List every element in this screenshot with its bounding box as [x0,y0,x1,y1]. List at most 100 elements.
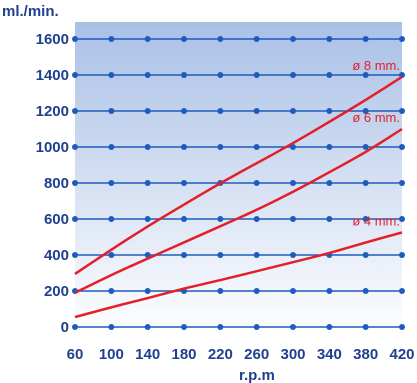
grid-dot [253,216,260,222]
grid-dot [362,324,369,330]
x-tick-label: 100 [99,346,124,363]
grid-dot [399,36,405,42]
grid-dot [326,324,333,330]
grid-dot [253,144,260,150]
grid-dot [217,252,224,258]
grid-dot [399,216,405,222]
tick-labels: 0 200 400 600 800 1000 1200 1400 1600 60 100 140 180… [36,31,415,363]
x-tick-label: 420 [389,346,414,363]
grid-dot [290,288,296,294]
grid-dot [326,216,333,222]
grid-dot [399,144,405,150]
grid-dot [326,36,333,42]
grid-dot [253,72,260,78]
grid-dot [217,108,224,114]
grid-dot [108,72,115,78]
grid-dot [362,288,369,294]
grid-dot [290,252,296,258]
grid-dot [108,108,115,114]
grid-dot [326,144,333,150]
grid-dot [362,252,369,258]
y-axis-title: ml./min. [2,3,59,20]
grid-dot [144,216,151,222]
grid-dot [362,108,369,114]
grid-dot [181,144,187,150]
grid-dot [72,324,78,330]
grid-dot [72,180,78,186]
series-label-2: ø 4 mm. [352,214,400,229]
series-label-0: ø 8 mm. [352,58,400,73]
grid-dot [253,324,260,330]
grid-dot [181,324,187,330]
x-tick-label: 300 [280,346,305,363]
x-tick-label: 140 [135,346,160,363]
y-tick-label: 1200 [36,103,69,120]
grid-dot [144,144,151,150]
x-tick-label: 60 [67,346,84,363]
grid-dot [253,108,260,114]
grid-dot [217,288,224,294]
y-tick-label: 600 [44,211,69,228]
series-label-1: ø 6 mm. [352,110,400,125]
grid-dot [399,324,405,330]
grid-dot [362,180,369,186]
grid-dot [290,216,296,222]
grid-dot [144,180,151,186]
y-tick-label: 1000 [36,139,69,156]
grid-dot [181,108,187,114]
grid-dot [144,72,151,78]
series-line-1 [74,127,403,294]
grid-dot [181,252,187,258]
grid-dot [181,36,187,42]
grid-dot [144,288,151,294]
grid-dot [108,324,115,330]
grid-dot [108,252,115,258]
grid-dot [253,288,260,294]
grid-dot [217,72,224,78]
grid-dot [362,216,369,222]
grid-dot [290,72,296,78]
grid-dot [144,252,151,258]
grid-dot [399,252,405,258]
series-line-0 [74,75,403,275]
grid-dot [108,216,115,222]
grid-dot [217,216,224,222]
grid-dot [326,72,333,78]
grid-dot [144,36,151,42]
x-tick-label: 220 [208,346,233,363]
x-tick-label: 340 [317,346,342,363]
grid-dot [253,36,260,42]
y-tick-label: 1600 [36,31,69,48]
y-tick-label: 400 [44,247,69,264]
y-tick-label: 200 [44,283,69,300]
grid-dot [290,108,296,114]
grid-dot [326,288,333,294]
grid-dot [108,288,115,294]
grid-dot [108,180,115,186]
grid-dot [72,144,78,150]
grid-dot [217,144,224,150]
grid-dot [326,108,333,114]
grid-dot [253,252,260,258]
grid-dot [72,216,78,222]
grid-dot [362,144,369,150]
grid-dot [253,180,260,186]
x-tick-label: 260 [244,346,269,363]
grid-dot [399,180,405,186]
grid-dot [217,324,224,330]
grid-dot [326,180,333,186]
grid-dot [362,72,369,78]
grid-dot [72,72,78,78]
grid-dot [72,36,78,42]
grid-dot [399,288,405,294]
grid [72,36,405,330]
grid-dot [181,180,187,186]
x-tick-label: 180 [171,346,196,363]
series-lines: ø 8 mm. ø 6 mm. ø 4 mm. [74,58,403,319]
grid-dot [72,252,78,258]
grid-dot [144,324,151,330]
grid-dot [362,36,369,42]
grid-dot [399,108,405,114]
grid-dot [108,36,115,42]
